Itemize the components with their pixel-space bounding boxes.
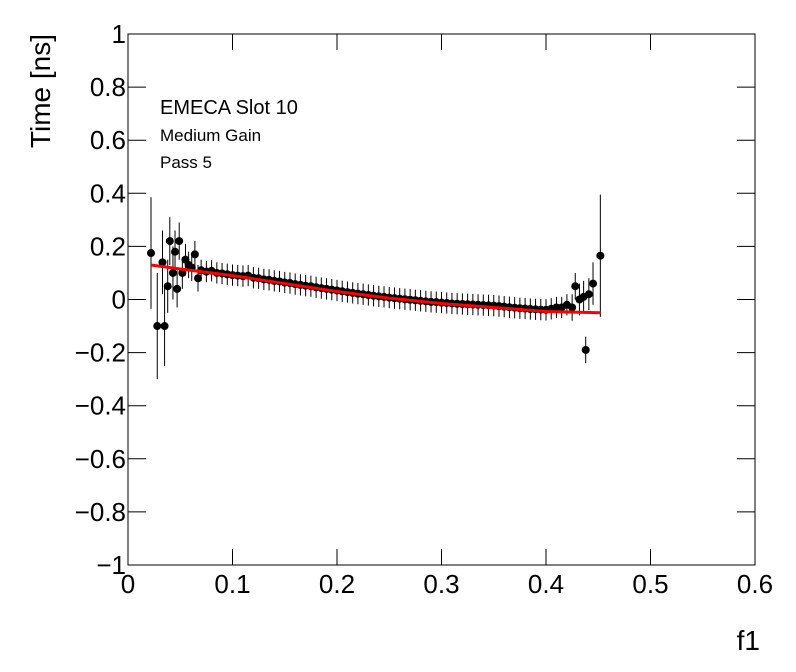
data-point: [168, 268, 177, 277]
data-point: [571, 282, 580, 291]
data-point: [163, 282, 172, 291]
x-tick-label: 0.5: [632, 569, 668, 599]
x-tick-label: 0.6: [737, 569, 773, 599]
data-point: [581, 345, 590, 354]
data-point: [153, 322, 162, 331]
annotation: Medium Gain: [160, 126, 261, 145]
data-point: [596, 251, 605, 260]
data-point: [158, 258, 167, 267]
x-axis-label: f1: [737, 625, 760, 656]
x-tick-label: 0.2: [319, 569, 355, 599]
data-point: [175, 237, 184, 246]
fit-line: [150, 263, 601, 315]
data-point: [165, 237, 174, 246]
y-tick-label: 0: [112, 285, 126, 315]
y-tick-label: −0.8: [75, 497, 126, 527]
data-point: [584, 290, 593, 299]
x-tick-label: 0.1: [214, 569, 250, 599]
y-tick-label: 1: [112, 19, 126, 49]
y-tick-label: 0.8: [90, 72, 126, 102]
data-point: [173, 284, 182, 293]
x-tick-label: 0.4: [528, 569, 564, 599]
y-axis-label: Time [ns]: [25, 34, 56, 148]
y-tick-label: −0.4: [75, 391, 126, 421]
x-tick-label: 0: [121, 569, 135, 599]
data-point: [171, 247, 180, 256]
data-point: [568, 303, 577, 312]
x-tick-label: 0.3: [423, 569, 459, 599]
y-tick-label: 0.2: [90, 231, 126, 261]
data-point: [190, 250, 199, 259]
data-point: [160, 322, 169, 331]
y-tick-label: −0.2: [75, 338, 126, 368]
y-tick-label: 0.4: [90, 178, 126, 208]
y-tick-label: −1: [96, 550, 126, 580]
y-tick-label: −0.6: [75, 444, 126, 474]
data-point: [146, 249, 155, 258]
annotation: Pass 5: [160, 153, 212, 172]
data-point: [194, 274, 203, 283]
data-point: [589, 279, 598, 288]
y-tick-label: 0.6: [90, 125, 126, 155]
annotation: EMECA Slot 10: [160, 97, 298, 119]
